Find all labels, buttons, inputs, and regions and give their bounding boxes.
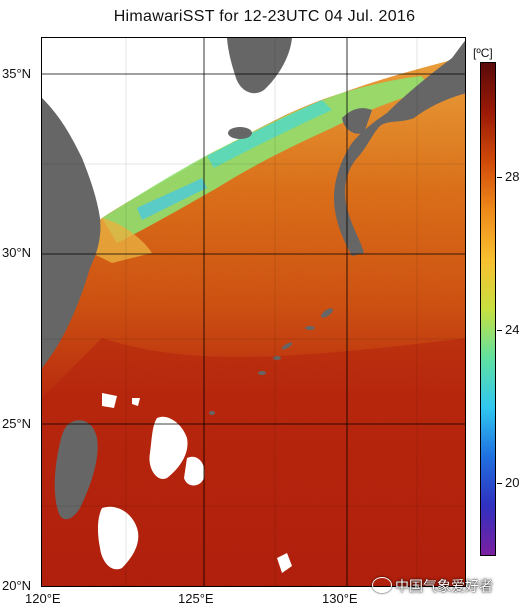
sst-map <box>41 37 466 587</box>
china-coast <box>42 98 101 368</box>
colorbar-unit: [ºC] <box>473 46 493 60</box>
warm-water-region <box>42 338 465 586</box>
cyan-patch <box>207 100 332 168</box>
lon-label-120e: 120°E <box>25 591 61 606</box>
ryukyu-islands <box>209 308 333 415</box>
colorbar-label-28: 28 <box>505 169 520 184</box>
watermark: 中国气象爱好者 <box>372 576 493 596</box>
taiwan <box>54 420 98 520</box>
watermark-text: 中国气象爱好者 <box>395 578 493 594</box>
graticule <box>42 38 465 586</box>
jeju-island <box>228 127 252 139</box>
sst-map-canvas <box>42 38 465 586</box>
lat-label-20n: 20°N <box>2 578 32 593</box>
no-data-patches-south <box>97 393 292 573</box>
colorbar <box>480 62 496 556</box>
colorbar-label-24: 24 <box>505 322 520 337</box>
no-data-region-north <box>42 38 465 248</box>
lat-label-25n: 25°N <box>2 416 32 431</box>
colorbar-tick-28 <box>497 177 502 178</box>
lat-label-30n: 30°N <box>2 245 32 260</box>
colorbar-label-20: 20 <box>505 475 520 490</box>
minor-graticule <box>42 38 465 586</box>
lat-label-35n: 35°N <box>2 66 32 81</box>
japan-kyushu-honshu <box>334 40 465 256</box>
colorbar-tick-20 <box>497 483 502 484</box>
colorbar-tick-24 <box>497 330 502 331</box>
map-title: HimawariSST for 12-23UTC 04 Jul. 2016 <box>113 8 416 25</box>
wechat-icon <box>372 577 392 593</box>
blue-patch <box>137 178 207 220</box>
lon-label-125e: 125°E <box>178 591 214 606</box>
japan-island <box>342 108 372 134</box>
korea-peninsula <box>227 38 292 94</box>
lon-label-130e: 130°E <box>322 591 358 606</box>
